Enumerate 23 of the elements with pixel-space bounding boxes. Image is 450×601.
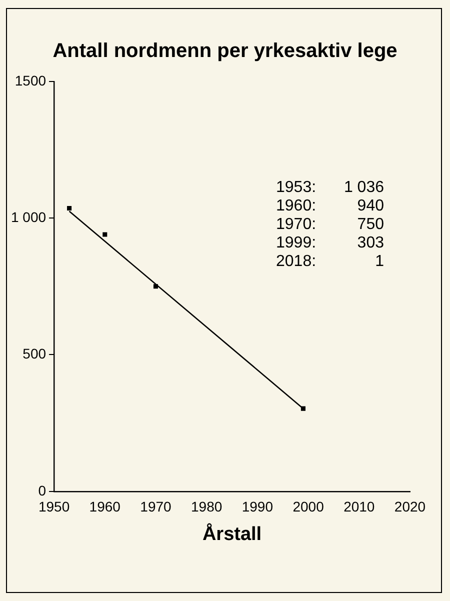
chart-title: Antall nordmenn per yrkesaktiv lege xyxy=(52,40,398,63)
text: 1970: 750 xyxy=(276,216,384,233)
x-tick-label: 2020 xyxy=(394,498,426,515)
x-tick-label: 1980 xyxy=(191,498,222,515)
x-tick-label: 1960 xyxy=(89,498,121,515)
text: 1960: 940 xyxy=(276,198,384,214)
text: 2018: 1 xyxy=(276,253,384,270)
x-tick-label: 2000 xyxy=(292,498,324,515)
x-tick-label: 1970 xyxy=(140,498,172,515)
text: 1953: 1 036 xyxy=(276,179,384,196)
point xyxy=(102,232,108,237)
point xyxy=(300,406,306,411)
y-tick-label: 1500 xyxy=(14,72,46,88)
y-tick-label: 1 000 xyxy=(10,208,46,225)
text: 1999: 303 xyxy=(276,234,384,252)
y-tick-label: 0 xyxy=(38,482,46,498)
point xyxy=(153,284,158,289)
x-axis-title: Årstall xyxy=(202,522,262,545)
x-tick-label: 2010 xyxy=(344,498,375,515)
y-tick-label: 500 xyxy=(22,346,46,362)
x-tick-label: 1950 xyxy=(38,498,70,515)
x-tick-label: 1990 xyxy=(242,498,274,515)
point xyxy=(67,206,72,210)
